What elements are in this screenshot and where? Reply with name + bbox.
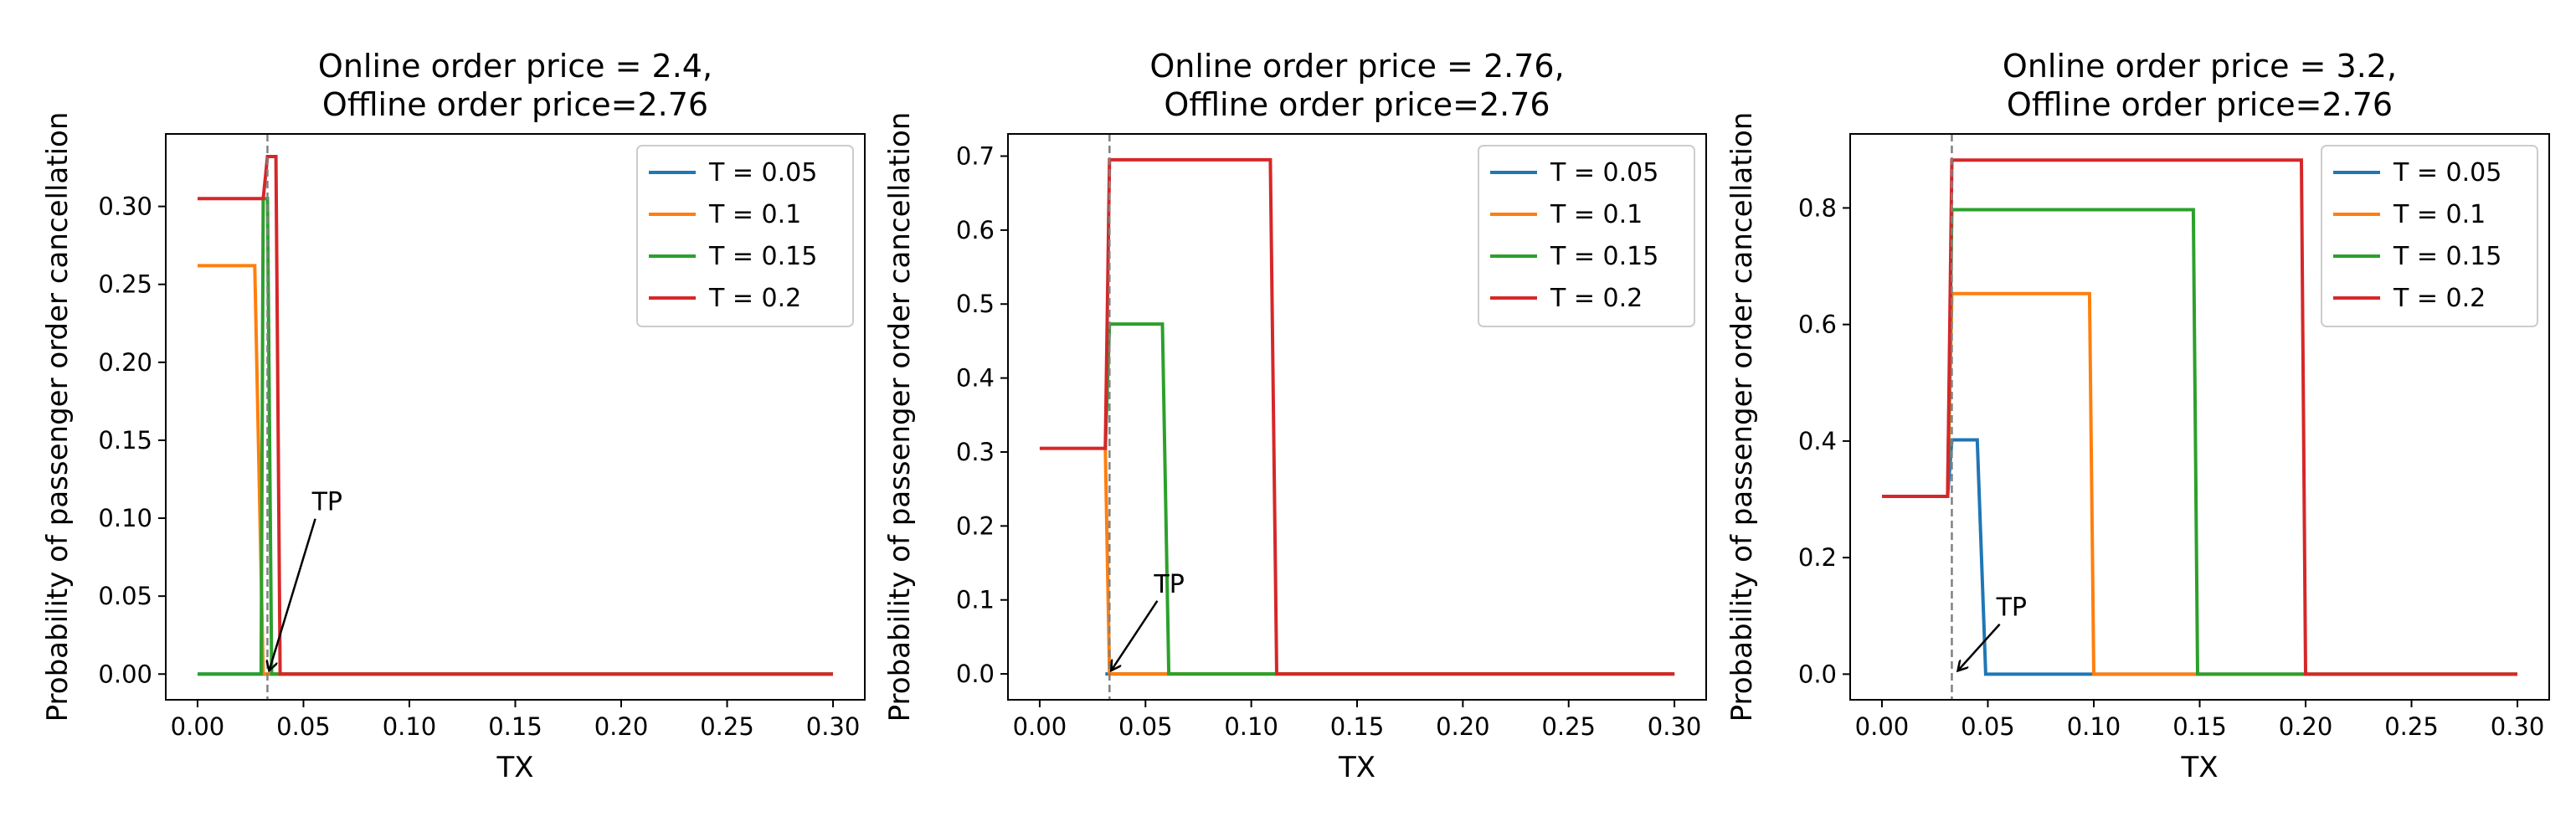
x-tick-label: 0.10 — [2067, 712, 2121, 741]
x-tick-label: 0.15 — [488, 712, 542, 741]
y-tick-label: 0.2 — [1798, 543, 1837, 572]
x-tick-label: 0.30 — [2491, 712, 2545, 741]
annotation-arrow — [1958, 623, 2001, 671]
legend-entry: T = 0.15 — [708, 242, 817, 271]
chart-title-line-1: Online order price = 3.2, — [2003, 48, 2397, 85]
legend: T = 0.05 T = 0.1 T = 0.15 T = 0.2 — [636, 145, 854, 327]
chart-title-line-2: Offline order price=2.76 — [2007, 86, 2393, 123]
chart-panel-2: Online order price = 2.76,Offline order … — [883, 48, 1707, 784]
legend-box — [1478, 145, 1695, 327]
x-axis-label: TX — [1338, 751, 1375, 784]
series-line-4 — [198, 155, 833, 676]
y-tick-label: 0.25 — [98, 270, 152, 299]
legend-entry: T = 0.15 — [2393, 242, 2501, 271]
y-axis-label: Probability of passenger order cancellat… — [41, 112, 75, 722]
x-tick-label: 0.25 — [1541, 712, 1596, 741]
annotation-arrow — [269, 518, 316, 671]
annotation-arrow — [1111, 600, 1159, 670]
y-tick-label: 0.8 — [1798, 193, 1837, 222]
x-axis-label: TX — [2180, 751, 2218, 784]
legend-entry: T = 0.1 — [1550, 200, 1643, 229]
y-axis-label: Probability of passenger order cancellat… — [1725, 112, 1759, 722]
x-tick-label: 0.05 — [1961, 712, 2015, 741]
chart-panel-1: Online order price = 2.4,Offline order p… — [41, 48, 866, 784]
x-tick-label: 0.00 — [171, 712, 225, 741]
x-tick-label: 0.20 — [2279, 712, 2333, 741]
x-tick-label: 0.10 — [1224, 712, 1278, 741]
legend-entry: T = 0.1 — [708, 200, 801, 229]
chart-title-line-2: Offline order price=2.76 — [1164, 86, 1550, 123]
legend-entry: T = 0.2 — [2393, 284, 2486, 313]
y-tick-label: 0.05 — [98, 582, 152, 610]
x-tick-label: 0.00 — [1855, 712, 1910, 741]
x-tick-label: 0.15 — [1330, 712, 1385, 741]
y-tick-label: 0.15 — [98, 426, 152, 455]
chart-title-line-2: Offline order price=2.76 — [322, 86, 708, 123]
chart-title-line-1: Online order price = 2.76, — [1149, 48, 1564, 85]
x-tick-label: 0.15 — [2172, 712, 2227, 741]
x-tick-label: 0.20 — [594, 712, 649, 741]
x-tick-label: 0.05 — [1118, 712, 1173, 741]
chart-panel-3: Online order price = 3.2,Offline order p… — [1725, 48, 2550, 784]
x-tick-label: 0.25 — [2384, 712, 2439, 741]
y-tick-label: 0.10 — [98, 504, 152, 532]
x-tick-label: 0.20 — [1436, 712, 1490, 741]
y-tick-label: 0.1 — [956, 586, 995, 614]
chart-title-line-1: Online order price = 2.4, — [318, 48, 712, 85]
x-axis-label: TX — [496, 751, 533, 784]
y-tick-label: 0.4 — [956, 364, 995, 393]
y-tick-label: 0.6 — [956, 216, 995, 244]
x-tick-label: 0.10 — [383, 712, 437, 741]
y-tick-label: 0.0 — [1798, 660, 1837, 688]
y-axis-label: Probability of passenger order cancellat… — [883, 112, 917, 722]
x-tick-label: 0.30 — [806, 712, 861, 741]
y-tick-label: 0.2 — [956, 511, 995, 540]
legend-entry: T = 0.15 — [1550, 242, 1658, 271]
y-tick-label: 0.20 — [98, 348, 152, 377]
annotation-label: TP — [311, 488, 342, 517]
y-tick-label: 0.6 — [1798, 311, 1837, 339]
legend-entry: T = 0.2 — [1550, 284, 1643, 313]
series-lines — [198, 155, 833, 676]
legend-entry: T = 0.05 — [1550, 158, 1658, 188]
legend-entry: T = 0.1 — [2393, 200, 2486, 229]
x-tick-label: 0.05 — [276, 712, 331, 741]
x-tick-label: 0.30 — [1648, 712, 1702, 741]
y-tick-label: 0.4 — [1798, 427, 1837, 455]
series-lines — [1882, 158, 2517, 676]
legend-entry: T = 0.05 — [708, 158, 817, 188]
y-tick-label: 0.3 — [956, 438, 995, 466]
y-tick-label: 0.30 — [98, 193, 152, 221]
annotation-label: TP — [1996, 593, 2027, 623]
x-tick-label: 0.25 — [700, 712, 754, 741]
series-line-2 — [1103, 448, 1675, 676]
series-line-4 — [1039, 157, 1675, 676]
legend-box — [2321, 145, 2538, 327]
series-line-1 — [1882, 438, 2517, 676]
legend-entry: T = 0.2 — [708, 284, 801, 313]
legend-entry: T = 0.05 — [2393, 158, 2501, 188]
annotation-label: TP — [1153, 570, 1184, 599]
y-tick-label: 0.0 — [956, 660, 995, 688]
legend: T = 0.05 T = 0.1 T = 0.15 T = 0.2 — [1478, 145, 1695, 327]
series-line-3 — [1103, 322, 1675, 676]
y-tick-label: 0.7 — [956, 142, 995, 171]
x-tick-label: 0.00 — [1013, 712, 1067, 741]
legend: T = 0.05 T = 0.1 T = 0.15 T = 0.2 — [2321, 145, 2538, 327]
y-tick-label: 0.5 — [956, 290, 995, 318]
series-line-4 — [1882, 158, 2517, 676]
y-tick-label: 0.00 — [98, 660, 152, 688]
legend-box — [636, 145, 854, 327]
